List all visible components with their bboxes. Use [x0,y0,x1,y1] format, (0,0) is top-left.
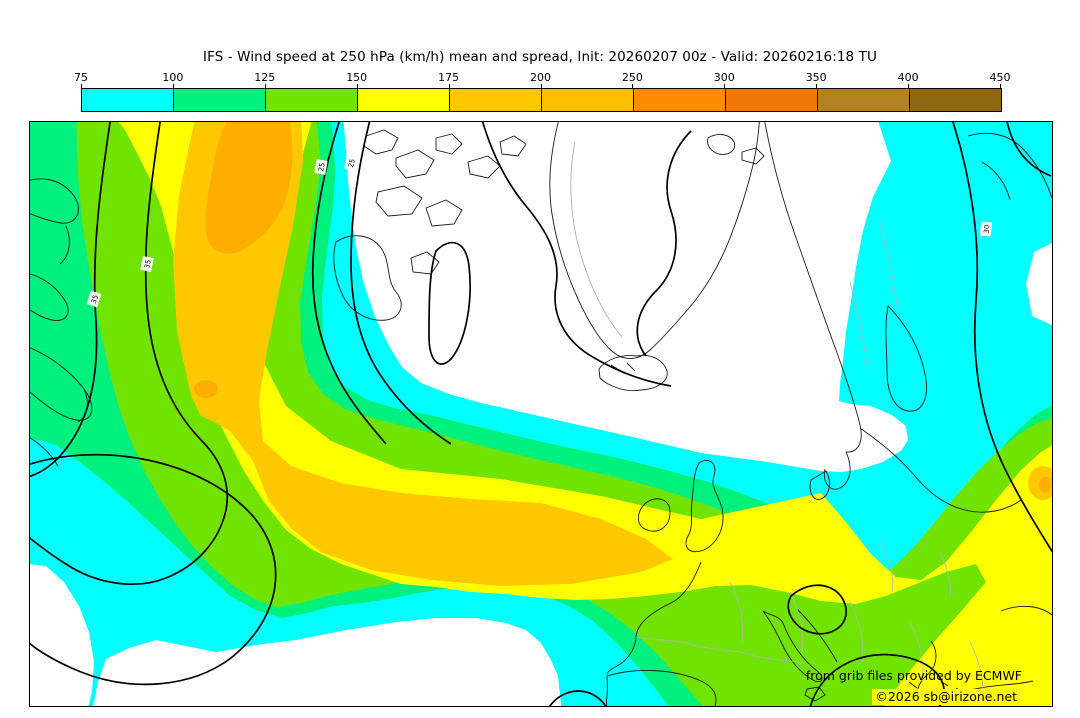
spread-contour-arctic-loop [428,241,471,365]
colorbar-tick-mark [356,84,358,88]
band-175-region [173,122,673,586]
colorbar-tick-label: 450 [989,71,1011,84]
colorbar-tick-label: 125 [254,71,276,84]
band-200-core [205,122,293,254]
contour-label-box [140,256,154,272]
spread-contour-right-2 [1006,122,1052,177]
wind-speed-map: 35 35 25 25 30 [30,122,1052,706]
contour-label-box [86,290,102,308]
country-borders [635,221,984,703]
colorbar-tick-label: 200 [530,71,551,84]
contour-label-group: 35 35 25 25 30 [86,154,993,308]
attribution-source: from grib files provided by ECMWF [805,668,1022,683]
colorbar-segment [818,89,910,111]
spread-contour-left-1 [30,122,229,585]
band-200-spot-left [194,380,218,398]
spread-contour-arctic-3 [481,122,672,387]
colorbar-tick-mark [724,84,726,88]
colorbar-tick-mark [81,84,82,88]
colorbar-tick-mark [172,84,174,88]
spread-contour-arctic-2 [636,130,692,357]
colorbar-tick-mark [1000,84,1001,88]
colorbar-segment [634,89,726,111]
page-title: IFS - Wind speed at 250 hPa (km/h) mean … [203,49,877,65]
ireland-coast [638,498,671,532]
spread-contour-right [952,122,1052,553]
band-125-region [76,122,1052,706]
arctic-islands-coast [363,129,527,275]
baffin-coast [333,235,402,321]
colorbar-tick-label: 400 [897,71,919,84]
spread-contour-small-loop [548,690,607,706]
adriatic-coast [796,608,838,663]
spread-contours [30,122,1052,706]
colorbar-segment [726,89,818,111]
contour-label-box [979,221,993,237]
contour-label: 30 [983,224,992,234]
canada-coast [30,178,93,467]
colorbar-tick-mark [448,84,450,88]
colorbar-segment [450,89,542,111]
attribution-copyright: ©2026 sb@irizone.net [872,689,1020,705]
britain-coast [685,459,724,553]
colorbar-tick-mark [908,84,910,88]
colorbar-segment [358,89,450,111]
band-200-spot-east [1039,477,1051,493]
colorbar-segment [910,89,1001,111]
iberia-coast [606,669,717,706]
colorbar-tick-label: 350 [805,71,827,84]
low-wind-white-regions [30,122,1052,706]
contour-label: 25 [317,162,326,172]
svalbard-coast [707,134,765,165]
contour-label: 35 [143,259,153,269]
colorbar-tick-mark [264,84,266,88]
colorbar-tick-label: 300 [713,71,735,84]
contour-label-box [343,154,359,172]
spread-contour-italy-loop [787,584,847,635]
white-region-arctic [343,122,908,472]
white-sea-coast [967,132,1052,201]
colorbar-tick-label: 100 [162,71,184,84]
spread-contour-channel-2 [350,122,452,445]
scandinavia-coast [764,122,1022,513]
white-region-south-atlantic [93,618,562,706]
colorbar-tick-label: 150 [346,71,368,84]
contour-label: 25 [347,158,357,169]
white-region-east-edge [1026,243,1052,326]
greenland-coast [549,122,760,359]
coastlines [30,122,1052,706]
italy-coast [762,610,826,702]
spread-contour-southwest-loop [30,453,277,686]
spread-contour-channel-1 [311,122,387,445]
colorbar-segment [174,89,266,111]
colorbar-tick-label: 175 [438,71,460,84]
greenland-ice-line [570,141,623,338]
contour-label-box [314,159,328,175]
contour-label: 35 [90,294,100,305]
map-frame: 35 35 25 25 30 [29,121,1053,707]
colorbar-segment [542,89,634,111]
colorbar-tick-mark [816,84,818,88]
colorbar-bar [81,88,1002,112]
colorbar-segment [266,89,358,111]
colorbar-tick-mark [632,84,634,88]
colorbar-tick-label: 75 [74,71,88,84]
colorbar-segment [82,89,174,111]
colorbar-tick-label: 250 [621,71,643,84]
colorbar-tick-mark [540,84,542,88]
